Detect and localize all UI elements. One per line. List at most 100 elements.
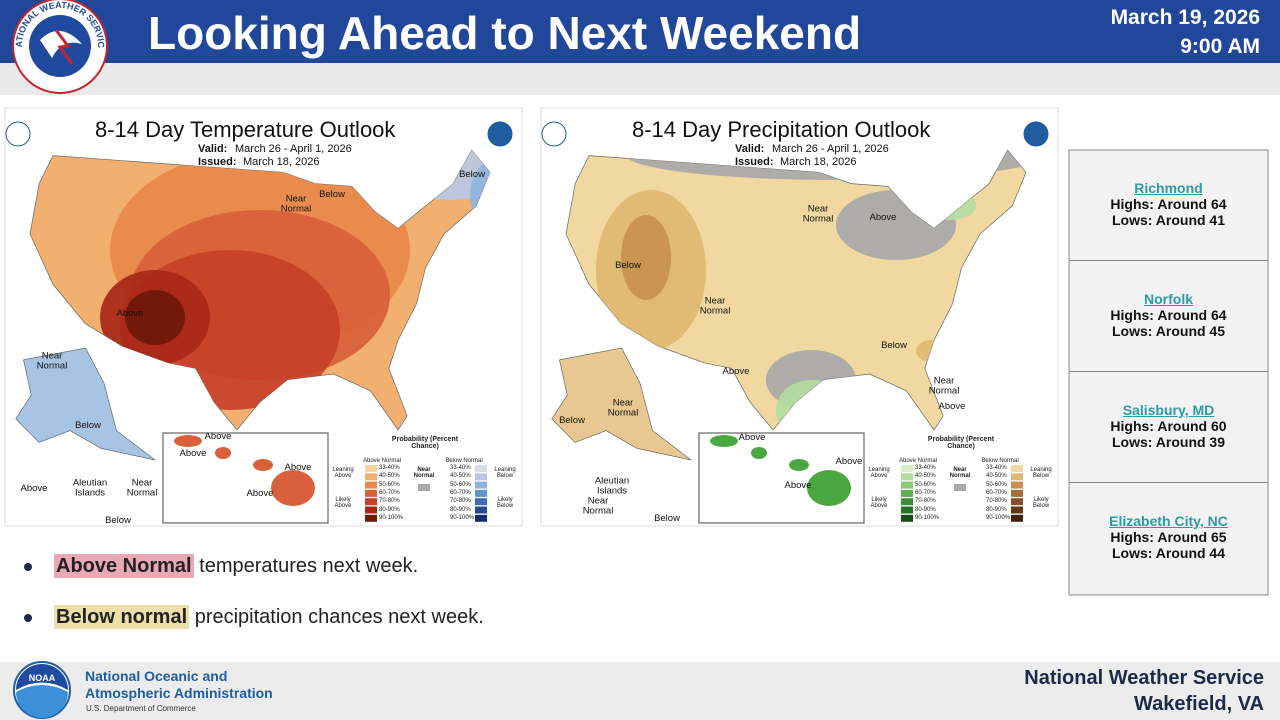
contour (621, 215, 671, 300)
map-label: Below (459, 168, 485, 180)
range-label: 80-90% (379, 506, 400, 513)
bullet: Below normal precipitation chances next … (24, 605, 484, 629)
range-label: 50-60% (986, 481, 1007, 488)
legend-above: Above Normal (898, 458, 937, 464)
map-label: Near Normal (802, 203, 834, 225)
agency-seal (1023, 121, 1049, 147)
bullet-dot (24, 562, 32, 571)
above-swatch (365, 506, 377, 514)
range-label: 40-50% (986, 473, 1007, 480)
below-swatch (475, 473, 487, 481)
city-lows: Lows: Around 44 (1111, 545, 1226, 561)
range-label: 40-50% (450, 473, 471, 480)
header-band (0, 0, 1280, 63)
bullet-text: precipitation chances next week. (194, 606, 484, 628)
time: 9:00 AM (1180, 35, 1260, 58)
above-swatch (901, 473, 913, 481)
range-label: 50-60% (379, 481, 400, 488)
above-swatch (901, 506, 913, 514)
map-label: Above (179, 447, 207, 459)
city-link[interactable]: Richmond (1134, 180, 1203, 196)
range-label: 60-70% (450, 489, 471, 496)
bullet-dot (24, 613, 32, 622)
slide-title: Looking Ahead to Next Weekend (148, 7, 862, 59)
map-title: 8-14 Day Temperature Outlook (95, 117, 396, 142)
map-label: Above (722, 365, 750, 377)
map-label: Near Normal (582, 495, 614, 517)
range-label: 50-60% (450, 481, 471, 488)
city-link[interactable]: Salisbury, MD (1122, 402, 1215, 418)
map-label: Above (284, 461, 312, 473)
near-swatch (418, 484, 430, 491)
island (215, 447, 231, 459)
city-box: Salisbury, MD Highs: Around 60 Lows: Aroun… (1069, 373, 1268, 483)
legend-near: Near Normal (413, 467, 435, 480)
map-label: Above (246, 487, 274, 499)
valid-dates: March 26 - April 1, 2026 (235, 143, 352, 155)
valid-label: Valid: (198, 143, 228, 155)
island (253, 459, 273, 471)
island (751, 447, 767, 459)
city-box: Norfolk Highs: Around 64 Lows: Around 45 (1069, 262, 1268, 372)
below-swatch (1011, 465, 1023, 472)
above-swatch (365, 498, 377, 506)
above-swatch (365, 473, 377, 481)
below-swatch (475, 465, 487, 472)
above-swatch (365, 481, 377, 489)
map-label: Above (738, 431, 766, 443)
below-swatch (475, 514, 487, 522)
map-label: Above (784, 479, 812, 491)
map-label: Near Normal (36, 350, 68, 372)
issued-date: March 18, 2026 (780, 156, 857, 168)
below-swatch (1011, 514, 1023, 522)
highlight: Above Normal (54, 554, 194, 578)
map-label: Above (835, 455, 863, 467)
agency-line: National Oceanic and (85, 668, 228, 684)
below-swatch (1011, 489, 1023, 497)
map-label: Near Normal (607, 397, 639, 419)
legend-likely-below: Likely Below (496, 497, 514, 510)
range-label: 70-80% (379, 498, 400, 505)
hawaii-inset (162, 432, 329, 524)
map-label: Near Normal (699, 295, 731, 317)
below-swatch (1011, 498, 1023, 506)
above-swatch (365, 465, 377, 472)
range-label: 60-70% (379, 489, 400, 496)
map-label: Aleutian Islands (72, 477, 108, 499)
below-swatch (1011, 481, 1023, 489)
legend-near: Near Normal (949, 467, 971, 480)
map-label: Below (105, 514, 131, 526)
valid-label: Valid: (735, 143, 765, 155)
legend-likely-below: Likely Below (1032, 497, 1050, 510)
office: National Weather Service (1024, 667, 1264, 689)
footer-band (0, 662, 1280, 720)
legend-leaning-below: Leaning Below (494, 467, 516, 480)
legend-title: Probability (Percent Chance) (927, 436, 995, 451)
city-highs: Highs: Around 64 (1110, 307, 1227, 323)
city-link[interactable]: Elizabeth City, NC (1109, 513, 1228, 529)
range-label: 80-90% (450, 506, 471, 513)
map-label: Below (559, 414, 585, 426)
map-label: Below (75, 419, 101, 431)
legend-leaning-above: Leaning Above (332, 467, 354, 480)
legend-leaning-below: Leaning Below (1030, 467, 1052, 480)
hawaii-inset (698, 432, 865, 524)
issued-label: Issued: (198, 156, 237, 168)
bullet: Above Normal temperatures next week. (24, 554, 418, 578)
range-label: 90-100% (986, 514, 1011, 521)
above-swatch (901, 514, 913, 522)
department: U.S. Department of Commerce (86, 704, 196, 713)
alaska (15, 347, 156, 461)
below-swatch (475, 481, 487, 489)
map-label: Above (20, 482, 48, 494)
city-link[interactable]: Norfolk (1144, 291, 1193, 307)
range-label: 90-100% (450, 514, 475, 521)
map-label: Below (319, 188, 345, 200)
range-label: 90-100% (379, 514, 404, 521)
range-label: 33-40% (986, 465, 1007, 471)
city-lows: Lows: Around 45 (1111, 323, 1226, 339)
noaa-logo-text: NOAA (29, 673, 56, 683)
map-label: Aleutian Islands (594, 475, 630, 497)
